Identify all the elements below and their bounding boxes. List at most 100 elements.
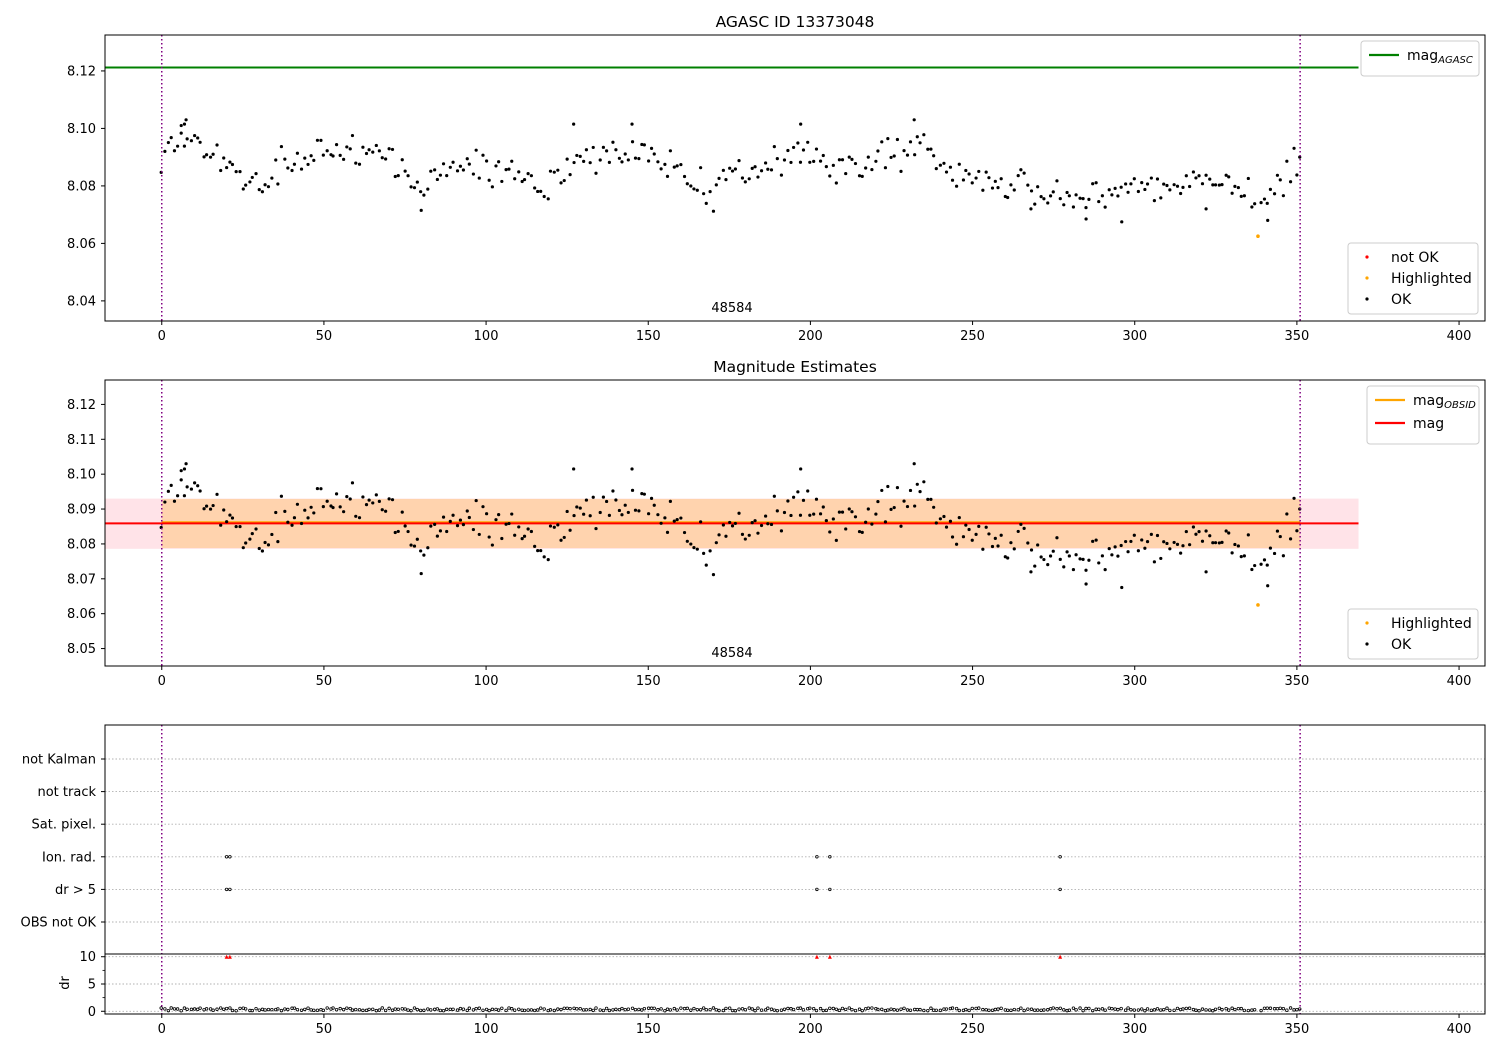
ok-point (1152, 199, 1156, 203)
ok-point (714, 541, 718, 545)
dr-point (594, 1006, 598, 1010)
ok-point (1292, 496, 1296, 500)
ok-point (364, 503, 369, 507)
ok-point (507, 167, 511, 171)
ok-point (451, 513, 455, 517)
dr-point (926, 1008, 930, 1013)
ok-point (708, 549, 712, 553)
x-tick-label: 150 (636, 329, 661, 344)
ok-point (889, 155, 893, 160)
y-tick-label: 8.07 (67, 572, 96, 587)
axes-frame (104, 34, 1486, 322)
x-tick-label: 150 (636, 1022, 661, 1037)
ok-point (1253, 202, 1257, 206)
ok-point (1110, 553, 1114, 557)
dr-point (377, 1008, 382, 1012)
ok-point (1119, 543, 1123, 548)
legend-box (1360, 40, 1480, 77)
dr-point (1265, 1006, 1269, 1010)
ok-point (652, 152, 656, 156)
dr-point (306, 1006, 310, 1010)
ok-point (695, 188, 699, 192)
ok-point (270, 176, 274, 180)
dr-point (481, 1008, 485, 1012)
dr-point (801, 1008, 806, 1012)
ok-point (250, 532, 254, 536)
dr-point (598, 1008, 602, 1012)
ok-point (724, 177, 728, 182)
ok-point (1129, 182, 1133, 186)
ok-point (987, 532, 991, 536)
ok-point (637, 509, 641, 513)
ok-point (342, 510, 346, 514)
dr-point (535, 1008, 540, 1012)
dr-point (828, 1006, 832, 1011)
ok-point (1046, 563, 1050, 567)
dr-point (912, 1007, 917, 1012)
dr-point (918, 1007, 922, 1012)
ok-point (1165, 541, 1169, 546)
dr-point (1298, 1007, 1302, 1011)
dr-point (1197, 1009, 1201, 1013)
flag-marker (224, 887, 229, 892)
ok-point (1265, 201, 1269, 205)
ok-point (1149, 176, 1153, 180)
dr-point (993, 1007, 998, 1012)
ok-point (607, 513, 612, 517)
ok-point (354, 161, 358, 165)
ok-point (999, 177, 1003, 181)
ok-point (1288, 180, 1293, 184)
ok-point (364, 151, 369, 156)
dr-point (844, 1007, 848, 1012)
ok-point (1058, 557, 1062, 561)
ok-point (679, 162, 683, 167)
dr-point (1262, 1006, 1267, 1010)
ok-point (1097, 561, 1101, 565)
ok-point (1009, 541, 1013, 545)
dr-point (1081, 1008, 1085, 1013)
ok-point (1250, 567, 1254, 572)
x-tick-label: 200 (798, 329, 823, 344)
dr-point (591, 1008, 595, 1013)
ok-point (507, 521, 511, 526)
ok-point (786, 499, 790, 503)
ok-point (702, 551, 706, 555)
dr-point (620, 1006, 624, 1011)
ok-point (539, 189, 543, 193)
x-tick-label: 300 (1122, 674, 1147, 689)
panel-magnitude-estimates: Magnitude Estimates 48584 0 50 100 150 200 250 3… (67, 358, 1486, 689)
ok-point (380, 508, 384, 512)
dr-point (866, 1006, 871, 1010)
ok-point (448, 519, 452, 523)
ok-point (1006, 556, 1010, 560)
dr-point (441, 1008, 446, 1013)
ok-point (1100, 194, 1104, 198)
dr-point (964, 1007, 968, 1012)
ok-point (630, 488, 635, 492)
ok-point (445, 174, 449, 178)
ok-point (510, 159, 514, 163)
dr-point (556, 1007, 560, 1011)
dr-point (512, 1008, 517, 1012)
ok-point (1071, 205, 1076, 209)
y-tick-label: 8.10 (67, 122, 96, 137)
ok-point (908, 140, 913, 144)
chart-title: AGASC ID 13373048 (716, 13, 875, 31)
ok-point (172, 499, 177, 503)
ok-point (403, 524, 407, 528)
dr-point (860, 1008, 864, 1013)
legend-points: Highlighted OK (1347, 608, 1479, 660)
dr-point (1033, 1008, 1037, 1012)
ok-point (578, 506, 582, 510)
ok-point (1162, 540, 1166, 544)
ok-point (764, 514, 768, 518)
ok-point (1227, 531, 1231, 535)
ok-point (312, 158, 316, 162)
x-tick-label: 250 (960, 1022, 985, 1037)
x-tick-label: 100 (474, 329, 499, 344)
ok-point (753, 165, 757, 169)
dr-point (303, 1007, 307, 1012)
ok-point (461, 523, 466, 527)
ok-point (996, 544, 1000, 548)
dr-point (338, 1006, 342, 1011)
